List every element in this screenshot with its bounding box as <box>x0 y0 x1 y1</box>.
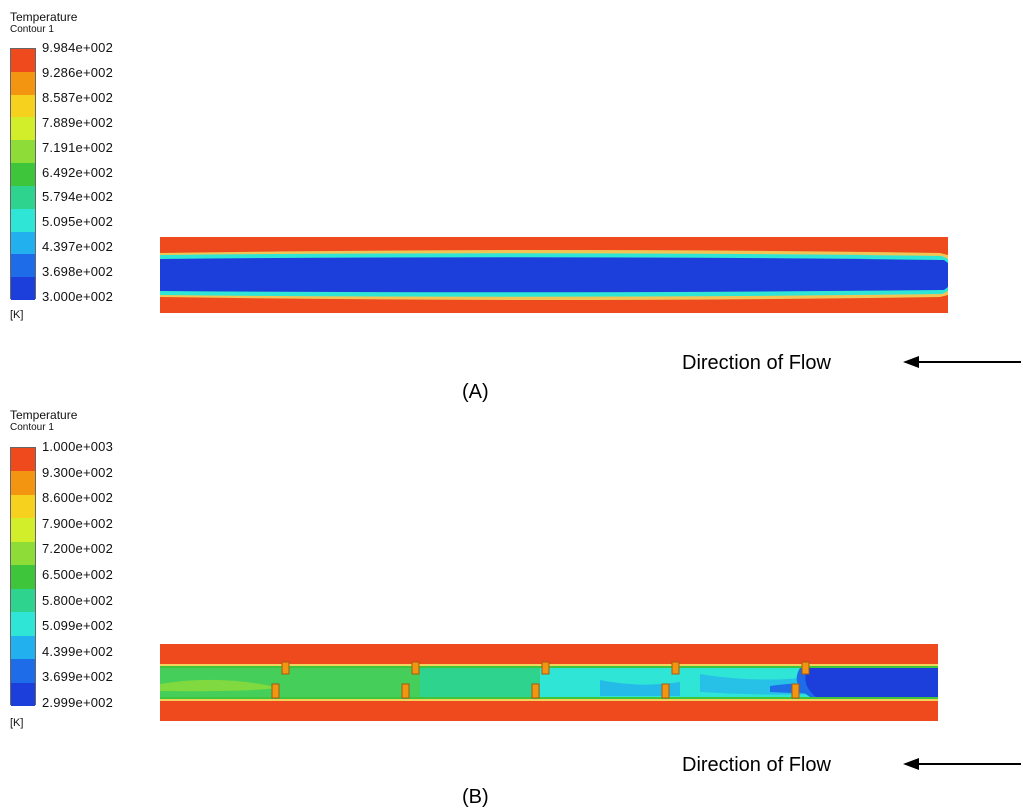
flow-direction-label: Direction of Flow <box>682 754 831 776</box>
legend-tick-label: 9.300e+002 <box>42 464 114 480</box>
legend-title: Temperature <box>10 408 78 422</box>
color-legend-bar <box>10 48 36 300</box>
legend-tick-label: 2.999e+002 <box>42 695 114 710</box>
legend-tick-label: 5.099e+002 <box>42 618 114 634</box>
legend-color-segment <box>11 277 35 300</box>
panel-b: Temperature Contour 1 1.000e+003 9.300e+0… <box>0 405 1023 810</box>
legend-tick-label: 3.699e+002 <box>42 669 114 685</box>
legend-title: Temperature <box>10 10 78 24</box>
legend-color-segment <box>11 448 35 472</box>
legend-subtitle: Contour 1 <box>10 24 54 35</box>
legend-color-segment <box>11 94 35 118</box>
legend-tick-label: 8.587e+002 <box>42 89 114 105</box>
legend-color-segment <box>11 208 35 232</box>
legend-color-segment <box>11 231 35 255</box>
legend-tick-label: 7.889e+002 <box>42 114 114 130</box>
legend-color-segment <box>11 541 35 566</box>
flow-arrow-icon <box>903 758 919 770</box>
legend-tick-label: 5.794e+002 <box>42 189 114 205</box>
legend-color-segment <box>11 518 35 542</box>
color-legend-bar <box>10 447 36 706</box>
legend-color-segment <box>11 612 35 636</box>
legend-color-segment <box>11 71 35 95</box>
flow-arrow-icon <box>903 356 919 368</box>
unit-label: [K] <box>10 309 24 321</box>
flow-arrow-line <box>917 763 1021 765</box>
panel-label: (B) <box>462 786 489 808</box>
legend-color-segment <box>11 494 35 519</box>
legend-tick-label: 9.984e+002 <box>42 40 114 55</box>
legend-tick-label: 1.000e+003 <box>42 439 114 454</box>
panel-a: Temperature Contour 1 9.984e+002 9.286e+0… <box>10 10 1021 403</box>
legend-color-segment <box>11 117 35 141</box>
legend-tick-label: 7.200e+002 <box>42 541 114 557</box>
temperature-contour-b <box>160 644 938 721</box>
legend-tick-label: 6.492e+002 <box>42 164 114 180</box>
legend-subtitle: Contour 1 <box>10 422 54 433</box>
legend-color-segment <box>11 185 35 209</box>
panel-label: (A) <box>462 381 489 403</box>
legend-color-segment <box>11 471 35 495</box>
legend-tick-label: 5.800e+002 <box>42 592 114 608</box>
legend-tick-label: 8.600e+002 <box>42 490 114 506</box>
legend-tick-label: 4.399e+002 <box>42 643 114 659</box>
unit-label: [K] <box>10 717 24 729</box>
legend-color-segment <box>11 49 35 72</box>
legend-tick-label: 7.191e+002 <box>42 139 114 155</box>
flow-arrow-line <box>917 361 1021 363</box>
legend-color-segment <box>11 565 35 589</box>
legend-tick-label: 9.286e+002 <box>42 64 114 80</box>
legend-tick-label: 4.397e+002 <box>42 239 114 255</box>
legend-color-segment <box>11 140 35 164</box>
legend-tick-label: 3.698e+002 <box>42 264 114 280</box>
legend-color-segment <box>11 163 35 186</box>
legend-color-segment <box>11 254 35 278</box>
legend-color-segment <box>11 635 35 660</box>
flow-direction-label: Direction of Flow <box>682 352 831 374</box>
legend-tick-label: 6.500e+002 <box>42 567 114 582</box>
temperature-contour-a <box>160 237 948 313</box>
legend-tick-label: 7.900e+002 <box>42 515 114 531</box>
legend-tick-label: 5.095e+002 <box>42 214 114 230</box>
legend-color-segment <box>11 659 35 683</box>
legend-tick-label: 3.000e+002 <box>42 289 114 304</box>
legend-color-segment <box>11 588 35 613</box>
legend-color-segment <box>11 682 35 706</box>
